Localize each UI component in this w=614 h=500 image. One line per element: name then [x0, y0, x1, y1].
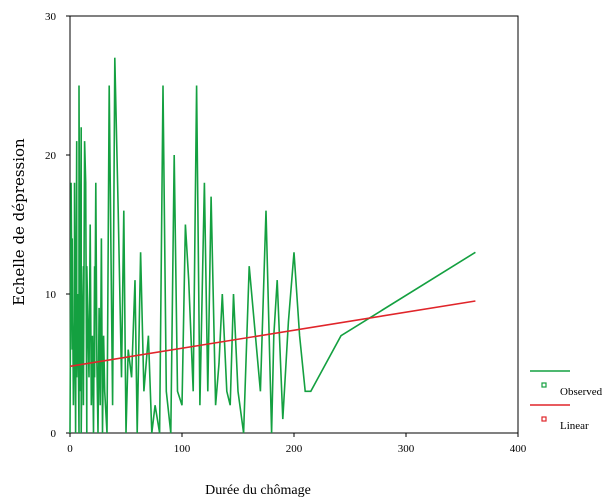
legend-label-observed: Observed	[560, 386, 603, 398]
legend-marker-observed	[541, 382, 547, 388]
series-line-observed	[69, 57, 476, 434]
x-tick-label: 100	[174, 443, 191, 455]
tick-labels: 0 100 200 300 400 0 10 20 30	[45, 11, 527, 455]
x-tick-label: 300	[398, 443, 415, 455]
x-axis-title: Durée du chômage	[205, 483, 311, 498]
y-tick-label: 10	[45, 289, 57, 301]
y-tick-label: 30	[45, 11, 57, 23]
legend-label-linear: Linear	[560, 420, 589, 432]
y-tick-label: 20	[45, 150, 57, 162]
axes	[66, 15, 519, 437]
x-tick-label: 0	[67, 443, 73, 455]
x-tick-label: 400	[510, 443, 527, 455]
y-tick-label: 0	[51, 428, 57, 440]
y-axis-title: Echelle de dépression	[10, 138, 28, 306]
legend: Observed Linear	[530, 370, 603, 432]
x-tick-label: 200	[286, 443, 303, 455]
legend-marker-linear	[541, 416, 547, 422]
series-layer	[69, 57, 476, 434]
series-line-linear	[69, 300, 476, 368]
